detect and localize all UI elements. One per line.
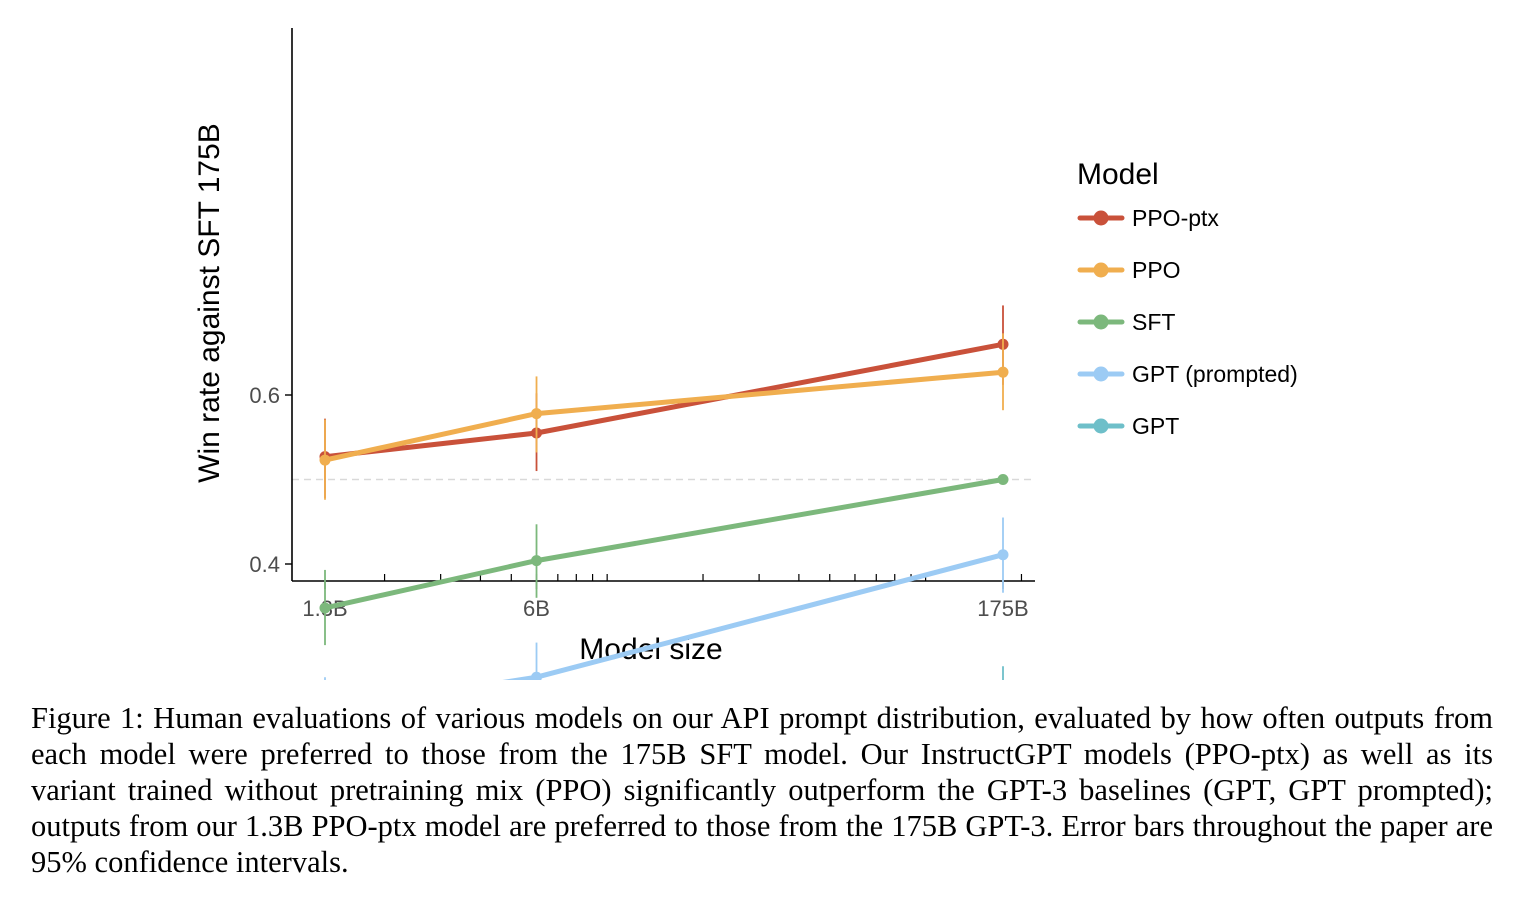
legend-swatch-point: [1093, 314, 1109, 330]
legend-label: PPO: [1132, 257, 1181, 283]
x-tick-label: 175B: [977, 596, 1028, 621]
legend-item-ppo: PPO: [1077, 257, 1181, 283]
data-point: [531, 555, 543, 567]
data-point: [997, 366, 1009, 378]
series-line: [322, 477, 1006, 611]
legend-swatch-point: [1093, 366, 1109, 382]
series-layer: [319, 305, 1009, 810]
legend-item-sft: SFT: [1077, 309, 1175, 335]
data-point: [997, 549, 1009, 561]
y-tick-label: 0.4: [249, 552, 280, 577]
series-sft: [319, 474, 1009, 646]
legend-swatch-point: [1093, 262, 1109, 278]
legend-label: PPO-ptx: [1132, 205, 1219, 231]
legend-swatch-point: [1093, 210, 1109, 226]
data-point: [997, 474, 1009, 485]
series-ppo: [319, 333, 1009, 500]
data-point: [319, 602, 331, 614]
legend-label: GPT: [1132, 413, 1179, 439]
legend-item-gpt-prompted: GPT (prompted): [1077, 361, 1298, 387]
legend-label: GPT (prompted): [1132, 361, 1298, 387]
data-point: [531, 671, 543, 683]
data-point: [319, 454, 331, 466]
legend-title: Model: [1077, 158, 1159, 191]
y-axis-title: Win rate against SFT 175B: [193, 123, 226, 483]
series-gpt: [319, 666, 1009, 810]
y-tick-label: 0.6: [249, 383, 280, 408]
legend-label: SFT: [1132, 309, 1175, 335]
legend-item-gpt: GPT: [1077, 413, 1179, 439]
figure-caption: Figure 1: Human evaluations of various m…: [31, 701, 1493, 879]
legend: Model PPO-ptx PPO SFT GPT (prompted) GPT: [1077, 158, 1298, 439]
legend-item-ppo-ptx: PPO-ptx: [1077, 205, 1219, 231]
x-tick-label: 6B: [523, 596, 550, 621]
legend-swatch-point: [1093, 418, 1109, 434]
data-point: [531, 408, 543, 420]
